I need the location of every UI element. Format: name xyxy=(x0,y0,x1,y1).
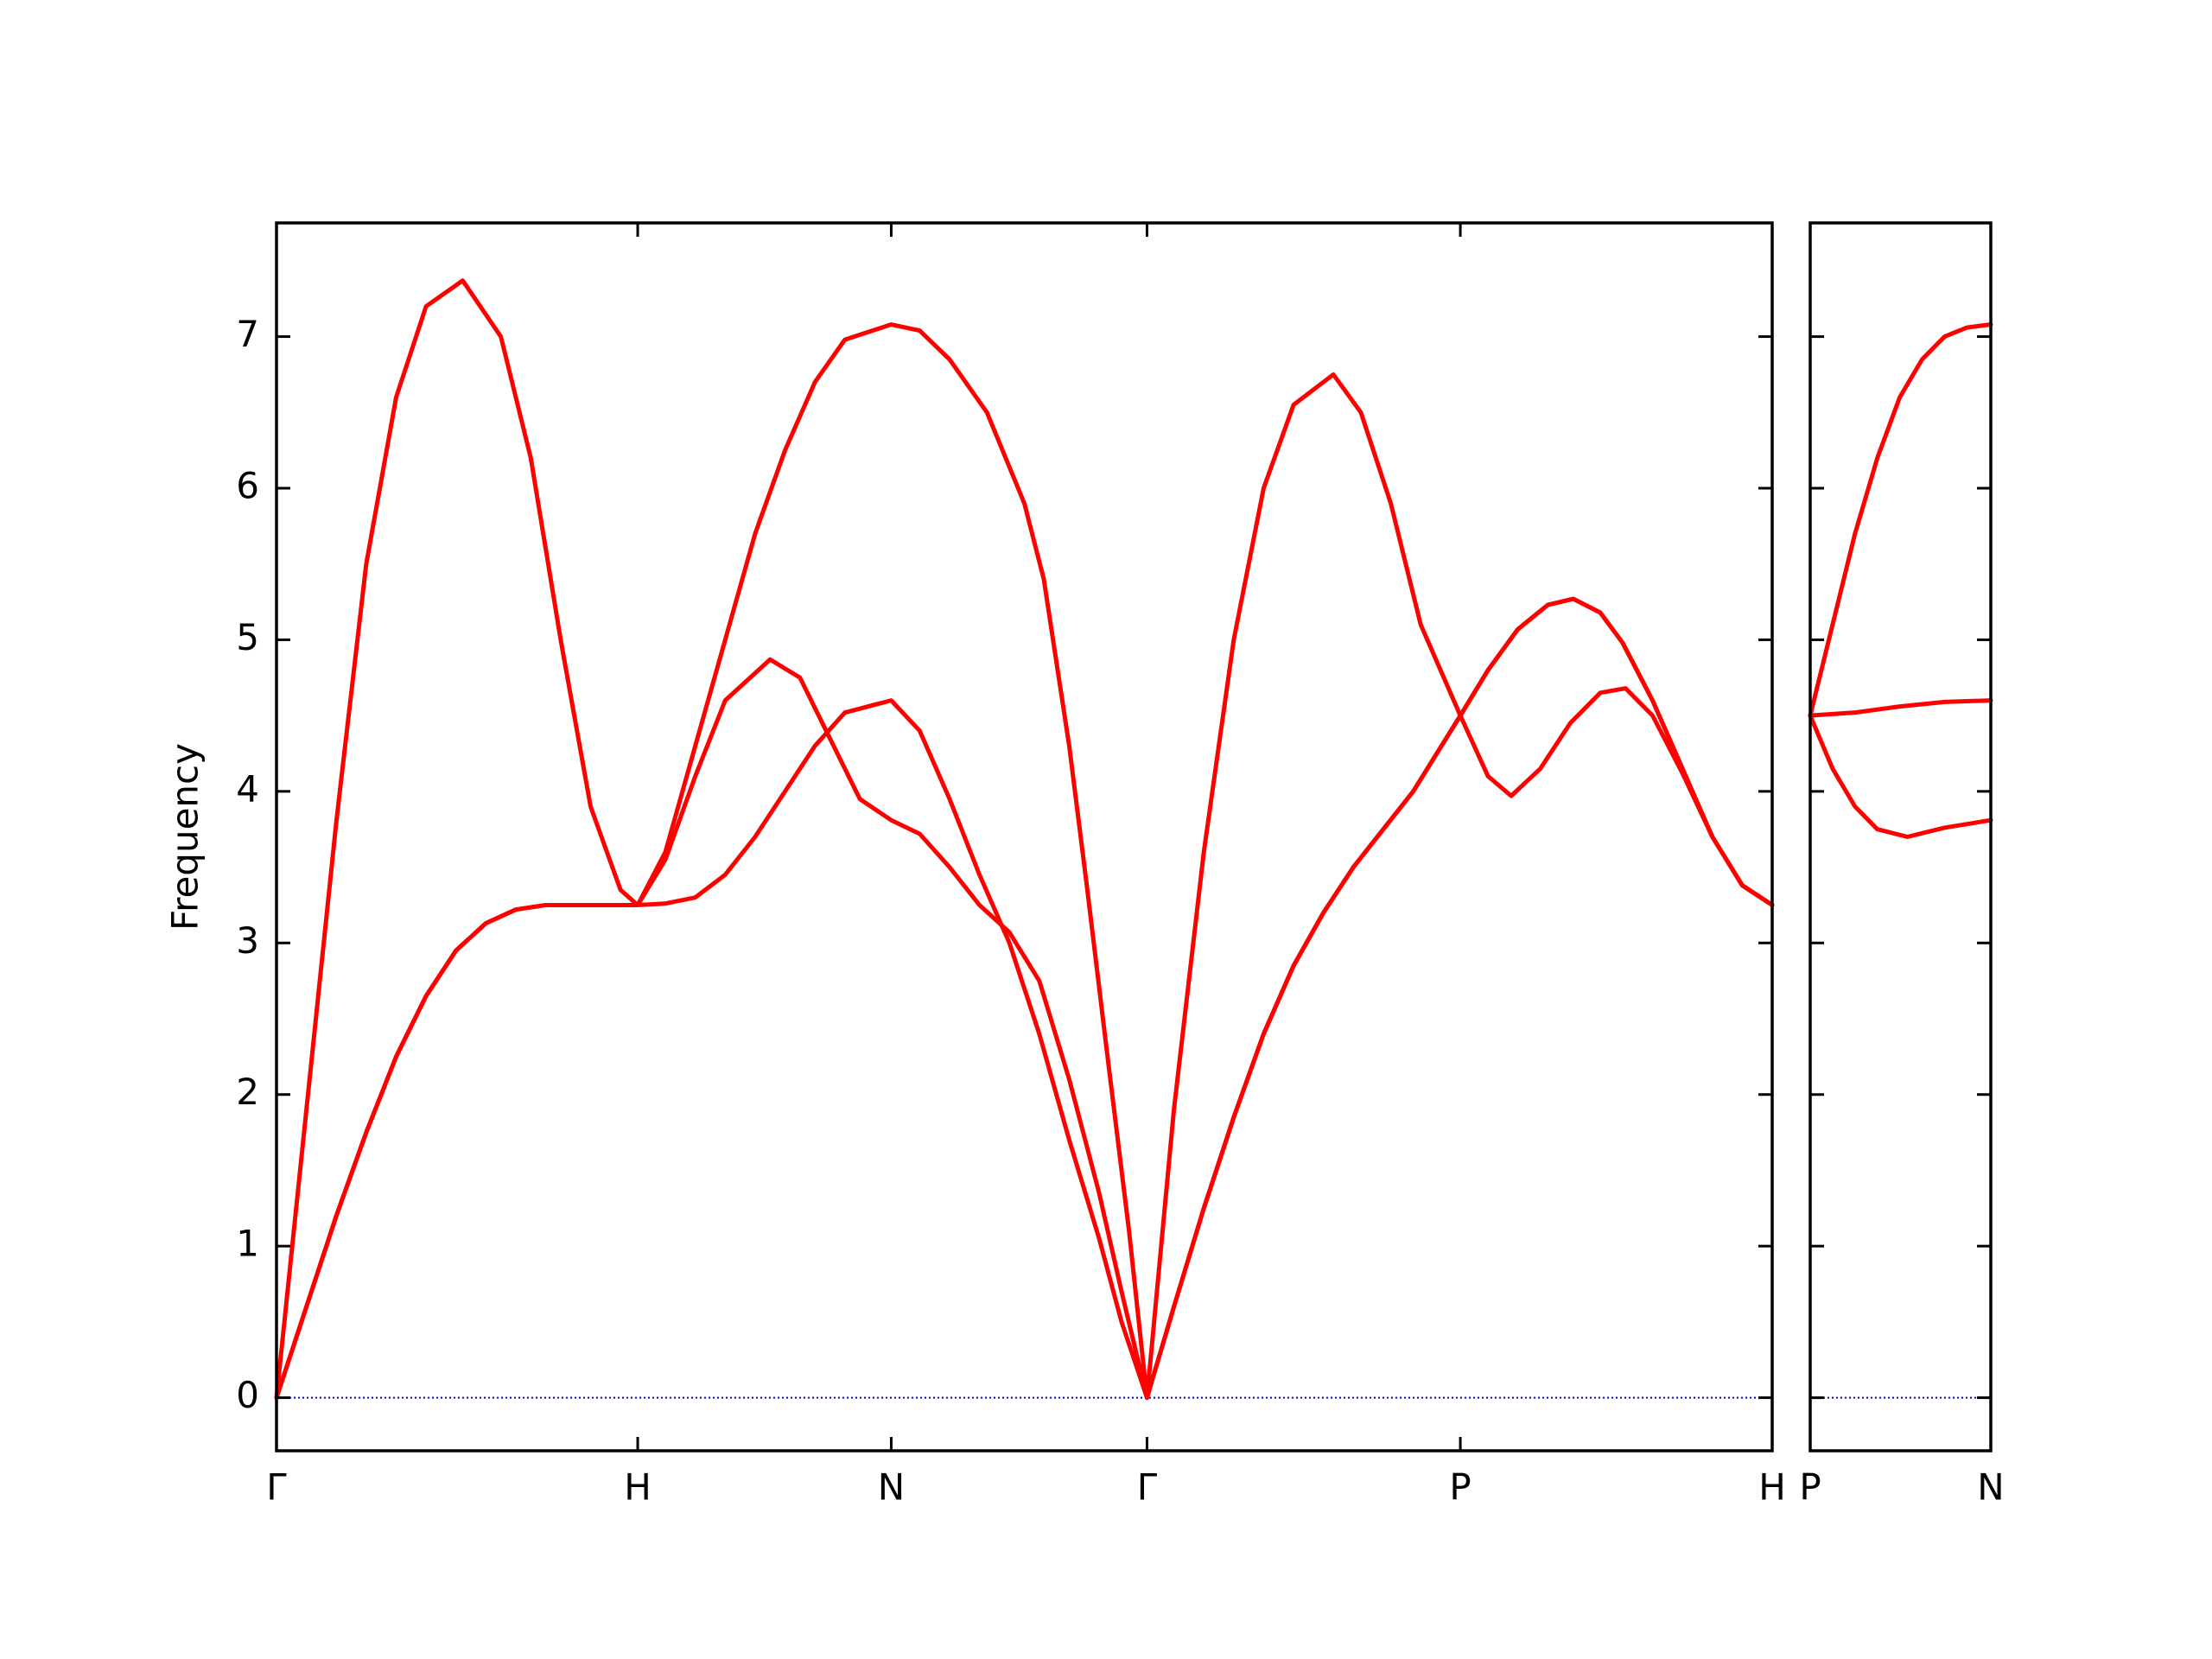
y-tick-label: 6 xyxy=(236,465,259,507)
y-tick-label: 2 xyxy=(236,1071,259,1113)
x-tick-label: P xyxy=(1799,1466,1821,1509)
plot-frame xyxy=(275,221,1774,1452)
x-tick-label: N xyxy=(1977,1466,2004,1509)
y-tick-label: 7 xyxy=(236,313,259,355)
band-line xyxy=(1808,698,1993,718)
x-tick-label: H xyxy=(624,1466,652,1509)
y-tick-label: 5 xyxy=(236,616,259,658)
plot-frame xyxy=(1808,221,1993,1452)
x-tick-label: N xyxy=(878,1466,905,1509)
x-tick-label: H xyxy=(1758,1466,1786,1509)
x-tick-label: P xyxy=(1449,1466,1471,1509)
y-tick-label: 0 xyxy=(236,1374,259,1416)
y-tick-label: 4 xyxy=(236,767,259,810)
band-line xyxy=(1808,713,1993,839)
x-tick-label: Γ xyxy=(266,1466,287,1509)
band-line xyxy=(1808,322,1993,718)
band-line xyxy=(274,596,1775,1401)
band-line xyxy=(274,278,1775,1401)
y-tick-label: 3 xyxy=(236,919,259,962)
x-tick-label: Γ xyxy=(1137,1466,1158,1509)
y-tick-label: 1 xyxy=(236,1223,259,1265)
y-axis-label: Frequency xyxy=(164,743,207,931)
